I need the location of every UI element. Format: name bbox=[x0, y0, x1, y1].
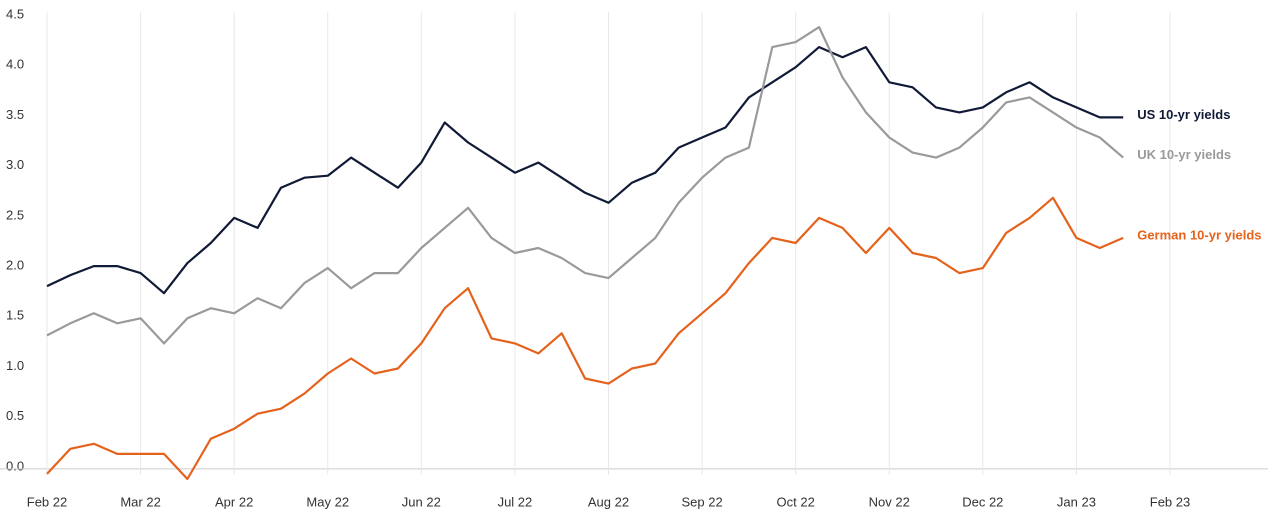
y-tick-label: 1.0 bbox=[6, 358, 24, 373]
series-line bbox=[46, 26, 1124, 345]
x-tick-label: Aug 22 bbox=[588, 494, 629, 509]
series-label: German 10-yr yields bbox=[1137, 227, 1261, 242]
series-label: UK 10-yr yields bbox=[1137, 147, 1231, 162]
x-tick-label: Mar 22 bbox=[120, 494, 160, 509]
y-tick-label: 3.0 bbox=[6, 157, 24, 172]
y-tick-label: 4.5 bbox=[6, 6, 24, 21]
x-tick-label: Apr 22 bbox=[215, 494, 253, 509]
x-tick-label: Jan 23 bbox=[1057, 494, 1096, 509]
y-tick-label: 2.0 bbox=[6, 258, 24, 273]
x-tick-label: Sep 22 bbox=[681, 494, 722, 509]
series-line bbox=[46, 46, 1124, 295]
y-tick-label: 2.5 bbox=[6, 207, 24, 222]
series-label: US 10-yr yields bbox=[1137, 107, 1230, 122]
x-tick-label: Jul 22 bbox=[498, 494, 533, 509]
x-tick-label: Feb 22 bbox=[27, 494, 67, 509]
y-tick-label: 0.0 bbox=[6, 458, 24, 473]
series-line bbox=[46, 196, 1124, 481]
x-tick-label: May 22 bbox=[306, 494, 349, 509]
x-tick-label: Oct 22 bbox=[777, 494, 815, 509]
y-tick-label: 4.0 bbox=[6, 57, 24, 72]
x-tick-label: Feb 23 bbox=[1150, 494, 1190, 509]
y-tick-label: 1.5 bbox=[6, 308, 24, 323]
x-tick-label: Jun 22 bbox=[402, 494, 441, 509]
x-tick-label: Nov 22 bbox=[869, 494, 910, 509]
y-tick-label: 3.5 bbox=[6, 107, 24, 122]
y-tick-label: 0.5 bbox=[6, 408, 24, 423]
x-tick-label: Dec 22 bbox=[962, 494, 1003, 509]
